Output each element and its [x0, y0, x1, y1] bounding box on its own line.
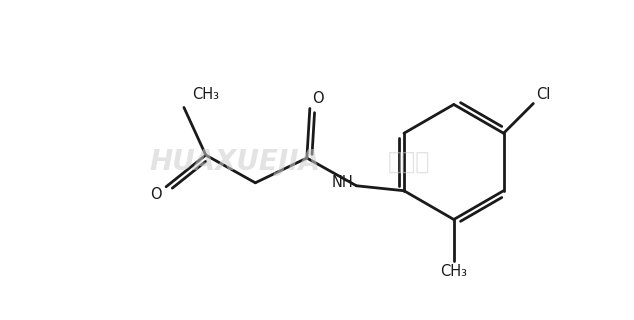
Text: NH: NH	[332, 175, 353, 190]
Text: Cl: Cl	[536, 87, 550, 102]
Text: HUAXUEJIA: HUAXUEJIA	[150, 148, 321, 176]
Text: 化学加: 化学加	[387, 150, 430, 174]
Text: CH₃: CH₃	[192, 87, 219, 102]
Text: O: O	[312, 91, 323, 106]
Text: CH₃: CH₃	[440, 264, 467, 278]
Text: O: O	[150, 187, 162, 202]
